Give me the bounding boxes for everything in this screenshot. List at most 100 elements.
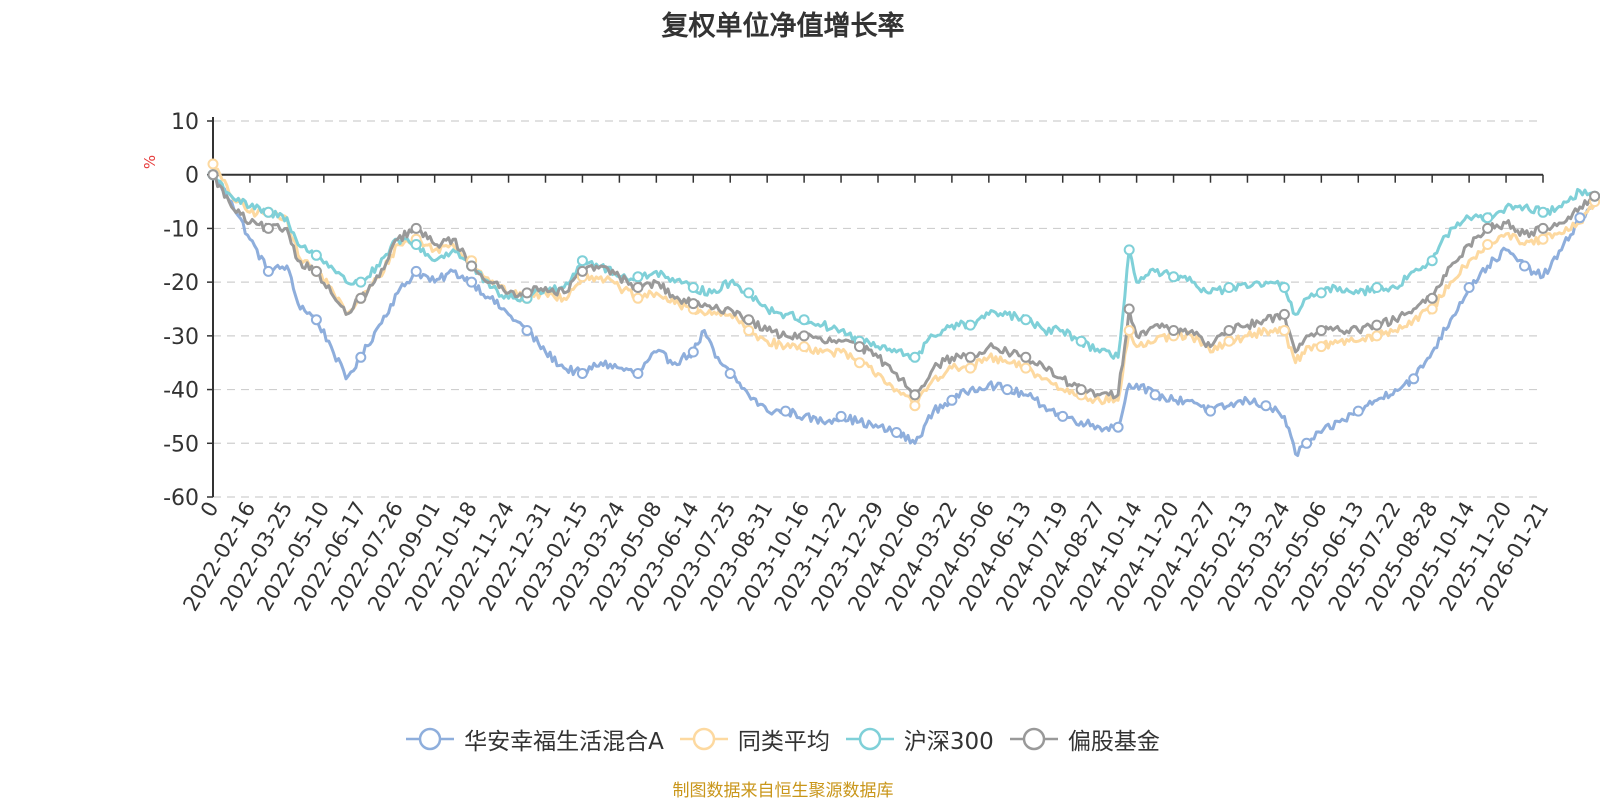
series-marker: [798, 314, 810, 326]
y-tick-label: -10: [163, 217, 199, 242]
series-marker: [1482, 222, 1494, 234]
series-marker: [1371, 319, 1383, 331]
legend: 华安幸福生活混合A 同类平均 沪深300 偏股基金: [0, 722, 1566, 756]
series-marker: [835, 410, 847, 422]
series-marker: [687, 298, 699, 310]
series-marker: [1589, 190, 1600, 202]
series-marker: [1123, 244, 1135, 256]
series-marker: [1205, 405, 1216, 417]
series-marker: [1537, 206, 1549, 218]
series-marker: [1315, 325, 1327, 336]
series-marker: [1537, 222, 1549, 234]
series-marker: [1315, 287, 1327, 299]
series-marker: [1020, 351, 1032, 363]
series-marker: [1352, 405, 1364, 417]
series-marker: [576, 265, 588, 277]
series-marker: [1260, 400, 1272, 412]
series-marker: [854, 341, 865, 353]
series-marker: [1537, 233, 1549, 245]
series-marker: [355, 292, 367, 304]
series-line: [211, 173, 1596, 361]
series-marker: [310, 249, 322, 261]
legend-item[interactable]: 华安幸福生活混合A: [406, 722, 664, 756]
series-markers: [207, 158, 1600, 449]
series-marker: [521, 325, 533, 336]
series-marker: [410, 239, 422, 250]
series-marker: [1426, 255, 1438, 267]
series-marker: [854, 357, 865, 369]
series-marker: [355, 351, 367, 363]
series-marker: [1371, 282, 1383, 293]
series-marker: [1278, 308, 1290, 320]
series-marker: [1223, 335, 1235, 347]
series-marker: [262, 206, 274, 218]
series-marker: [1426, 292, 1438, 304]
series-marker: [1426, 303, 1438, 315]
series-marker: [1408, 373, 1420, 385]
series-marker: [207, 158, 219, 170]
series-marker: [798, 330, 810, 342]
series-marker: [687, 282, 699, 293]
series-marker: [1149, 389, 1161, 401]
series-marker: [1278, 325, 1290, 336]
legend-marker-icon: [679, 727, 728, 751]
y-tick-label: 0: [185, 164, 199, 189]
series-marker: [1020, 314, 1032, 326]
series-marker: [1315, 341, 1327, 353]
series-marker: [632, 292, 644, 304]
series-marker: [262, 265, 274, 277]
legend-item[interactable]: 同类平均: [679, 722, 830, 756]
series-marker: [466, 276, 478, 288]
series-lines: [211, 163, 1597, 457]
series-marker: [1278, 282, 1290, 293]
legend-marker-icon: [845, 727, 894, 751]
series-marker: [743, 287, 755, 299]
series-marker: [310, 314, 322, 326]
source-note: 制图数据来自恒生聚源数据库: [672, 781, 894, 801]
series-marker: [724, 368, 736, 379]
series-marker: [1482, 212, 1494, 224]
series-marker: [632, 368, 644, 379]
series-line: [211, 163, 1597, 408]
series-marker: [1574, 212, 1586, 224]
legend-label: 偏股基金: [1067, 729, 1160, 755]
series-marker: [909, 351, 921, 363]
y-tick-label: 10: [171, 110, 199, 135]
series-marker: [798, 341, 810, 353]
series-marker: [1123, 303, 1135, 315]
series-marker: [1112, 421, 1124, 433]
series-marker: [946, 394, 958, 406]
y-tick-label: -20: [163, 271, 199, 296]
series-marker: [1001, 384, 1013, 396]
x-tick-label: 0: [196, 498, 223, 522]
legend-item[interactable]: 偏股基金: [1009, 722, 1160, 756]
series-marker: [1463, 282, 1475, 293]
y-tick-label: -60: [163, 486, 199, 511]
y-axis-unit-label: %: [141, 155, 159, 169]
series-marker: [964, 351, 976, 363]
series-marker: [1168, 325, 1180, 336]
series-marker: [410, 265, 422, 277]
chart-title: 复权单位净值增长率: [661, 11, 905, 42]
series-marker: [687, 346, 699, 358]
series-marker: [576, 255, 588, 267]
series-marker: [1301, 437, 1313, 449]
series-marker: [632, 282, 644, 293]
series-marker: [1075, 335, 1087, 347]
legend-label: 沪深300: [903, 729, 994, 755]
series-marker: [410, 222, 422, 234]
legend-item[interactable]: 沪深300: [845, 722, 994, 756]
series-marker: [1168, 271, 1180, 283]
y-tick-label: -30: [163, 325, 199, 350]
y-tick-label: -50: [163, 432, 199, 457]
series-marker: [355, 276, 367, 288]
series-line: [212, 173, 1596, 457]
series-marker: [1223, 325, 1235, 336]
series-marker: [964, 362, 976, 374]
series-marker: [1020, 362, 1032, 374]
series-marker: [909, 389, 921, 401]
series-marker: [466, 260, 478, 272]
series-marker: [262, 222, 274, 234]
series-marker: [891, 427, 902, 438]
series-marker: [1371, 330, 1383, 342]
